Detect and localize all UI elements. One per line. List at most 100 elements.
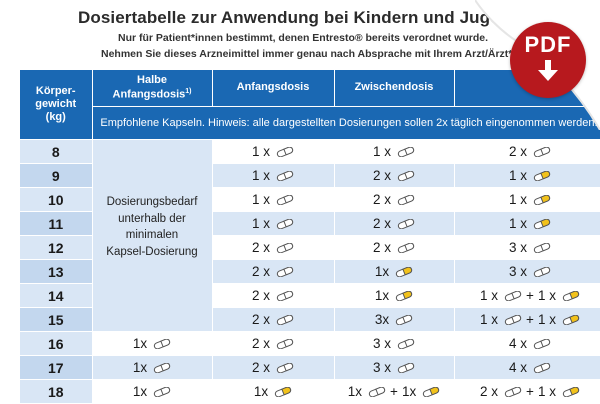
capsule-white-icon — [153, 363, 171, 374]
header-weight-line-2: gewicht — [35, 97, 77, 110]
mid-dose-cell: 2 x — [334, 163, 455, 188]
capsule-white-icon — [533, 147, 551, 158]
dose-count: 1x — [374, 288, 390, 303]
dose-count: 2 x — [372, 168, 391, 183]
weight-cell: 11 — [20, 211, 93, 236]
start-dose-cell: 2 x — [212, 355, 335, 380]
capsule-yellow-icon — [422, 387, 440, 398]
dose-count: 1x — [132, 336, 148, 351]
capsule-white-icon — [276, 147, 294, 158]
mid-dose-cell: 1x — [334, 283, 455, 308]
dose-count: 1 x — [508, 168, 527, 183]
capsule-white-icon — [276, 267, 294, 278]
dose-count: 1 x — [251, 144, 270, 159]
mid-dose-cell: 2 x — [334, 211, 455, 236]
mid-dose-cell: 1x — [334, 259, 455, 284]
weight-cell: 16 — [20, 331, 93, 356]
subtitle-instructions: Nehmen Sie dieses Arzneimittel immer gen… — [101, 48, 531, 60]
capsule-white-icon — [153, 387, 171, 398]
high-dose-cell: 1 x — [454, 163, 600, 188]
table-row: 14 2 x 1x 1 x +1 x — [20, 283, 600, 308]
start-dose-cell: 2 x — [212, 259, 335, 284]
capsule-white-icon — [397, 243, 415, 254]
capsule-white-icon — [395, 315, 413, 326]
high-dose-cell: 3 x — [454, 235, 600, 260]
table-row: 15 2 x 3x 1 x +1 x — [20, 307, 600, 332]
page-title: Dosiertabelle zur Anwendung bei Kindern … — [78, 8, 596, 27]
start-dose-cell: 2 x — [212, 283, 335, 308]
dose-count: 2 x — [251, 264, 270, 279]
dose-count: 4 x — [508, 360, 527, 375]
weight-cell: 12 — [20, 235, 93, 260]
weight-cell: 15 — [20, 307, 93, 332]
capsule-white-icon — [533, 267, 551, 278]
start-dose-cell: 1 x — [212, 139, 335, 164]
capsule-yellow-icon — [533, 195, 551, 206]
pdf-label: PDF — [524, 32, 572, 57]
dose-count: 4 x — [508, 336, 527, 351]
table-row: 8 Dosierungsbedarf unterhalb der minimalen K… — [20, 139, 600, 332]
high-dose-cell: 1 x +1 x — [454, 307, 600, 332]
high-dose-cell: 2 x — [454, 139, 600, 164]
header-body-weight: Körper- gewicht (kg) — [20, 70, 93, 140]
capsule-white-icon — [397, 147, 415, 158]
header-half-line-2: Anfangsdosis — [112, 88, 186, 101]
high-dose-cell: 4 x — [454, 355, 600, 380]
footnote-marker: 1) — [185, 87, 192, 95]
start-dose-cell: 2 x — [212, 235, 335, 260]
dose-count: 1x — [253, 384, 269, 399]
high-dose-cell: 3 x — [454, 259, 600, 284]
weight-cell: 10 — [20, 187, 93, 212]
below-minimum-line: Dosierungsbedarf — [106, 196, 198, 208]
weight-cell: 13 — [20, 259, 93, 284]
high-dose-cell: 1 x — [454, 211, 600, 236]
high-dose-cell: 1 x +1 x — [454, 283, 600, 308]
mid-dose-cell: 3 x — [334, 331, 455, 356]
dose-count: 2 x — [372, 240, 391, 255]
capsule-yellow-icon — [533, 219, 551, 230]
capsule-white-icon — [368, 387, 386, 398]
capsule-white-icon — [504, 291, 522, 302]
dose-count: 1 x — [508, 216, 527, 231]
capsule-white-icon — [276, 291, 294, 302]
capsule-white-icon — [153, 339, 171, 350]
download-arrow-icon — [538, 60, 558, 81]
header-weight-line-3: (kg) — [45, 111, 66, 124]
dose-count: 1 x — [251, 192, 270, 207]
capsule-white-icon — [504, 387, 522, 398]
header-half-line-1: Halbe — [137, 74, 167, 87]
table-row: 10 1 x 2 x 1 x — [20, 187, 600, 212]
dose-count: 2 x — [251, 240, 270, 255]
capsule-yellow-icon — [533, 171, 551, 182]
weight-cell: 14 — [20, 283, 93, 308]
header-intermediate-dose: Zwischendosis — [334, 70, 455, 107]
capsule-white-icon — [276, 243, 294, 254]
start-dose-cell: 2 x — [212, 307, 335, 332]
dose-count: 1x — [347, 384, 363, 399]
capsule-white-icon — [276, 339, 294, 350]
capsule-yellow-icon — [395, 267, 413, 278]
capsule-white-icon — [533, 243, 551, 254]
dose-count: 2 x — [251, 336, 270, 351]
capsule-white-icon — [276, 171, 294, 182]
pdf-download-button[interactable]: PDF — [510, 22, 586, 98]
mid-dose-cell: 2 x — [334, 235, 455, 260]
dose-count: 2 x — [372, 216, 391, 231]
below-minimum-note: Dosierungsbedarf unterhalb der minimalen Ka… — [92, 139, 213, 332]
dose-count: 1 x — [508, 192, 527, 207]
capsule-white-icon — [397, 219, 415, 230]
mid-dose-cell: 3 x — [334, 355, 455, 380]
high-dose-cell: 4 x — [454, 331, 600, 356]
start-dose-cell: 1 x — [212, 187, 335, 212]
table-row: 16 1x 2 x 3 x 4 x — [20, 331, 600, 356]
capsule-white-icon — [504, 315, 522, 326]
dose-count: 1x — [132, 360, 148, 375]
table-row: 9 1 x 2 x 1 x — [20, 163, 600, 188]
capsule-yellow-icon — [274, 387, 292, 398]
capsule-white-icon — [276, 195, 294, 206]
header-half-start-dose: Halbe Anfangsdosis1) — [92, 70, 213, 107]
table-row: 13 2 x 1x 3 x — [20, 259, 600, 284]
below-minimum-line: minimalen — [125, 229, 179, 242]
below-minimum-line: unterhalb der — [118, 212, 186, 225]
dose-count: 1x — [401, 384, 417, 399]
